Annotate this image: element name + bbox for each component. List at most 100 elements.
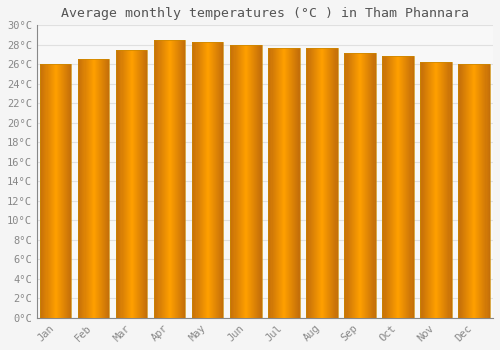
Bar	[314, 48, 316, 318]
Bar	[214, 42, 215, 318]
Bar	[316, 48, 317, 318]
Bar	[138, 50, 139, 318]
Bar	[170, 40, 171, 318]
Bar	[205, 42, 206, 318]
Bar	[486, 64, 488, 318]
Bar	[260, 45, 262, 318]
Bar	[103, 60, 104, 318]
Bar	[57, 64, 58, 318]
Bar	[432, 62, 433, 318]
Bar	[171, 40, 172, 318]
Bar	[488, 64, 490, 318]
Bar	[365, 52, 366, 318]
Bar	[67, 64, 68, 318]
Bar	[467, 64, 468, 318]
Bar	[68, 64, 70, 318]
Bar	[144, 50, 146, 318]
Bar	[120, 50, 122, 318]
Bar	[278, 48, 280, 318]
Bar	[287, 48, 288, 318]
Bar	[292, 48, 294, 318]
Bar	[431, 62, 432, 318]
Bar	[352, 52, 354, 318]
Bar	[80, 60, 82, 318]
Bar	[430, 62, 431, 318]
Bar	[258, 45, 260, 318]
Bar	[428, 62, 430, 318]
Bar	[440, 62, 441, 318]
Bar	[460, 64, 462, 318]
Bar	[444, 62, 446, 318]
Bar	[210, 42, 211, 318]
Bar	[206, 42, 207, 318]
Bar	[435, 62, 436, 318]
Bar	[64, 64, 65, 318]
Bar	[319, 48, 320, 318]
Bar	[93, 60, 94, 318]
Bar	[196, 42, 198, 318]
Bar	[450, 62, 452, 318]
Bar	[396, 56, 397, 318]
Bar	[215, 42, 216, 318]
Bar	[230, 45, 232, 318]
Bar	[230, 45, 262, 318]
Bar	[403, 56, 404, 318]
Bar	[474, 64, 475, 318]
Bar	[166, 40, 167, 318]
Bar	[466, 64, 467, 318]
Bar	[40, 64, 42, 318]
Bar	[374, 52, 376, 318]
Bar	[420, 62, 452, 318]
Bar	[178, 40, 179, 318]
Bar	[164, 40, 166, 318]
Bar	[232, 45, 234, 318]
Bar	[46, 64, 48, 318]
Bar	[330, 48, 332, 318]
Bar	[160, 40, 162, 318]
Bar	[334, 48, 336, 318]
Bar	[470, 64, 471, 318]
Bar	[116, 50, 148, 318]
Bar	[137, 50, 138, 318]
Bar	[410, 56, 412, 318]
Bar	[122, 50, 124, 318]
Bar	[55, 64, 56, 318]
Bar	[458, 64, 460, 318]
Bar	[63, 64, 64, 318]
Bar	[240, 45, 242, 318]
Bar	[398, 56, 399, 318]
Bar	[482, 64, 484, 318]
Bar	[192, 42, 194, 318]
Bar	[96, 60, 97, 318]
Bar	[346, 52, 348, 318]
Bar	[244, 45, 245, 318]
Bar	[268, 48, 270, 318]
Bar	[464, 64, 466, 318]
Bar	[323, 48, 324, 318]
Bar	[276, 48, 278, 318]
Bar	[48, 64, 50, 318]
Bar	[473, 64, 474, 318]
Bar	[290, 48, 291, 318]
Bar	[357, 52, 358, 318]
Bar	[306, 48, 308, 318]
Bar	[408, 56, 410, 318]
Bar	[354, 52, 355, 318]
Bar	[167, 40, 168, 318]
Bar	[436, 62, 437, 318]
Bar	[362, 52, 363, 318]
Bar	[54, 64, 55, 318]
Bar	[400, 56, 401, 318]
Bar	[384, 56, 386, 318]
Bar	[361, 52, 362, 318]
Bar	[317, 48, 318, 318]
Bar	[222, 42, 224, 318]
Bar	[202, 42, 203, 318]
Bar	[58, 64, 59, 318]
Bar	[141, 50, 142, 318]
Bar	[424, 62, 426, 318]
Bar	[462, 64, 464, 318]
Bar	[136, 50, 137, 318]
Bar	[220, 42, 222, 318]
Bar	[249, 45, 250, 318]
